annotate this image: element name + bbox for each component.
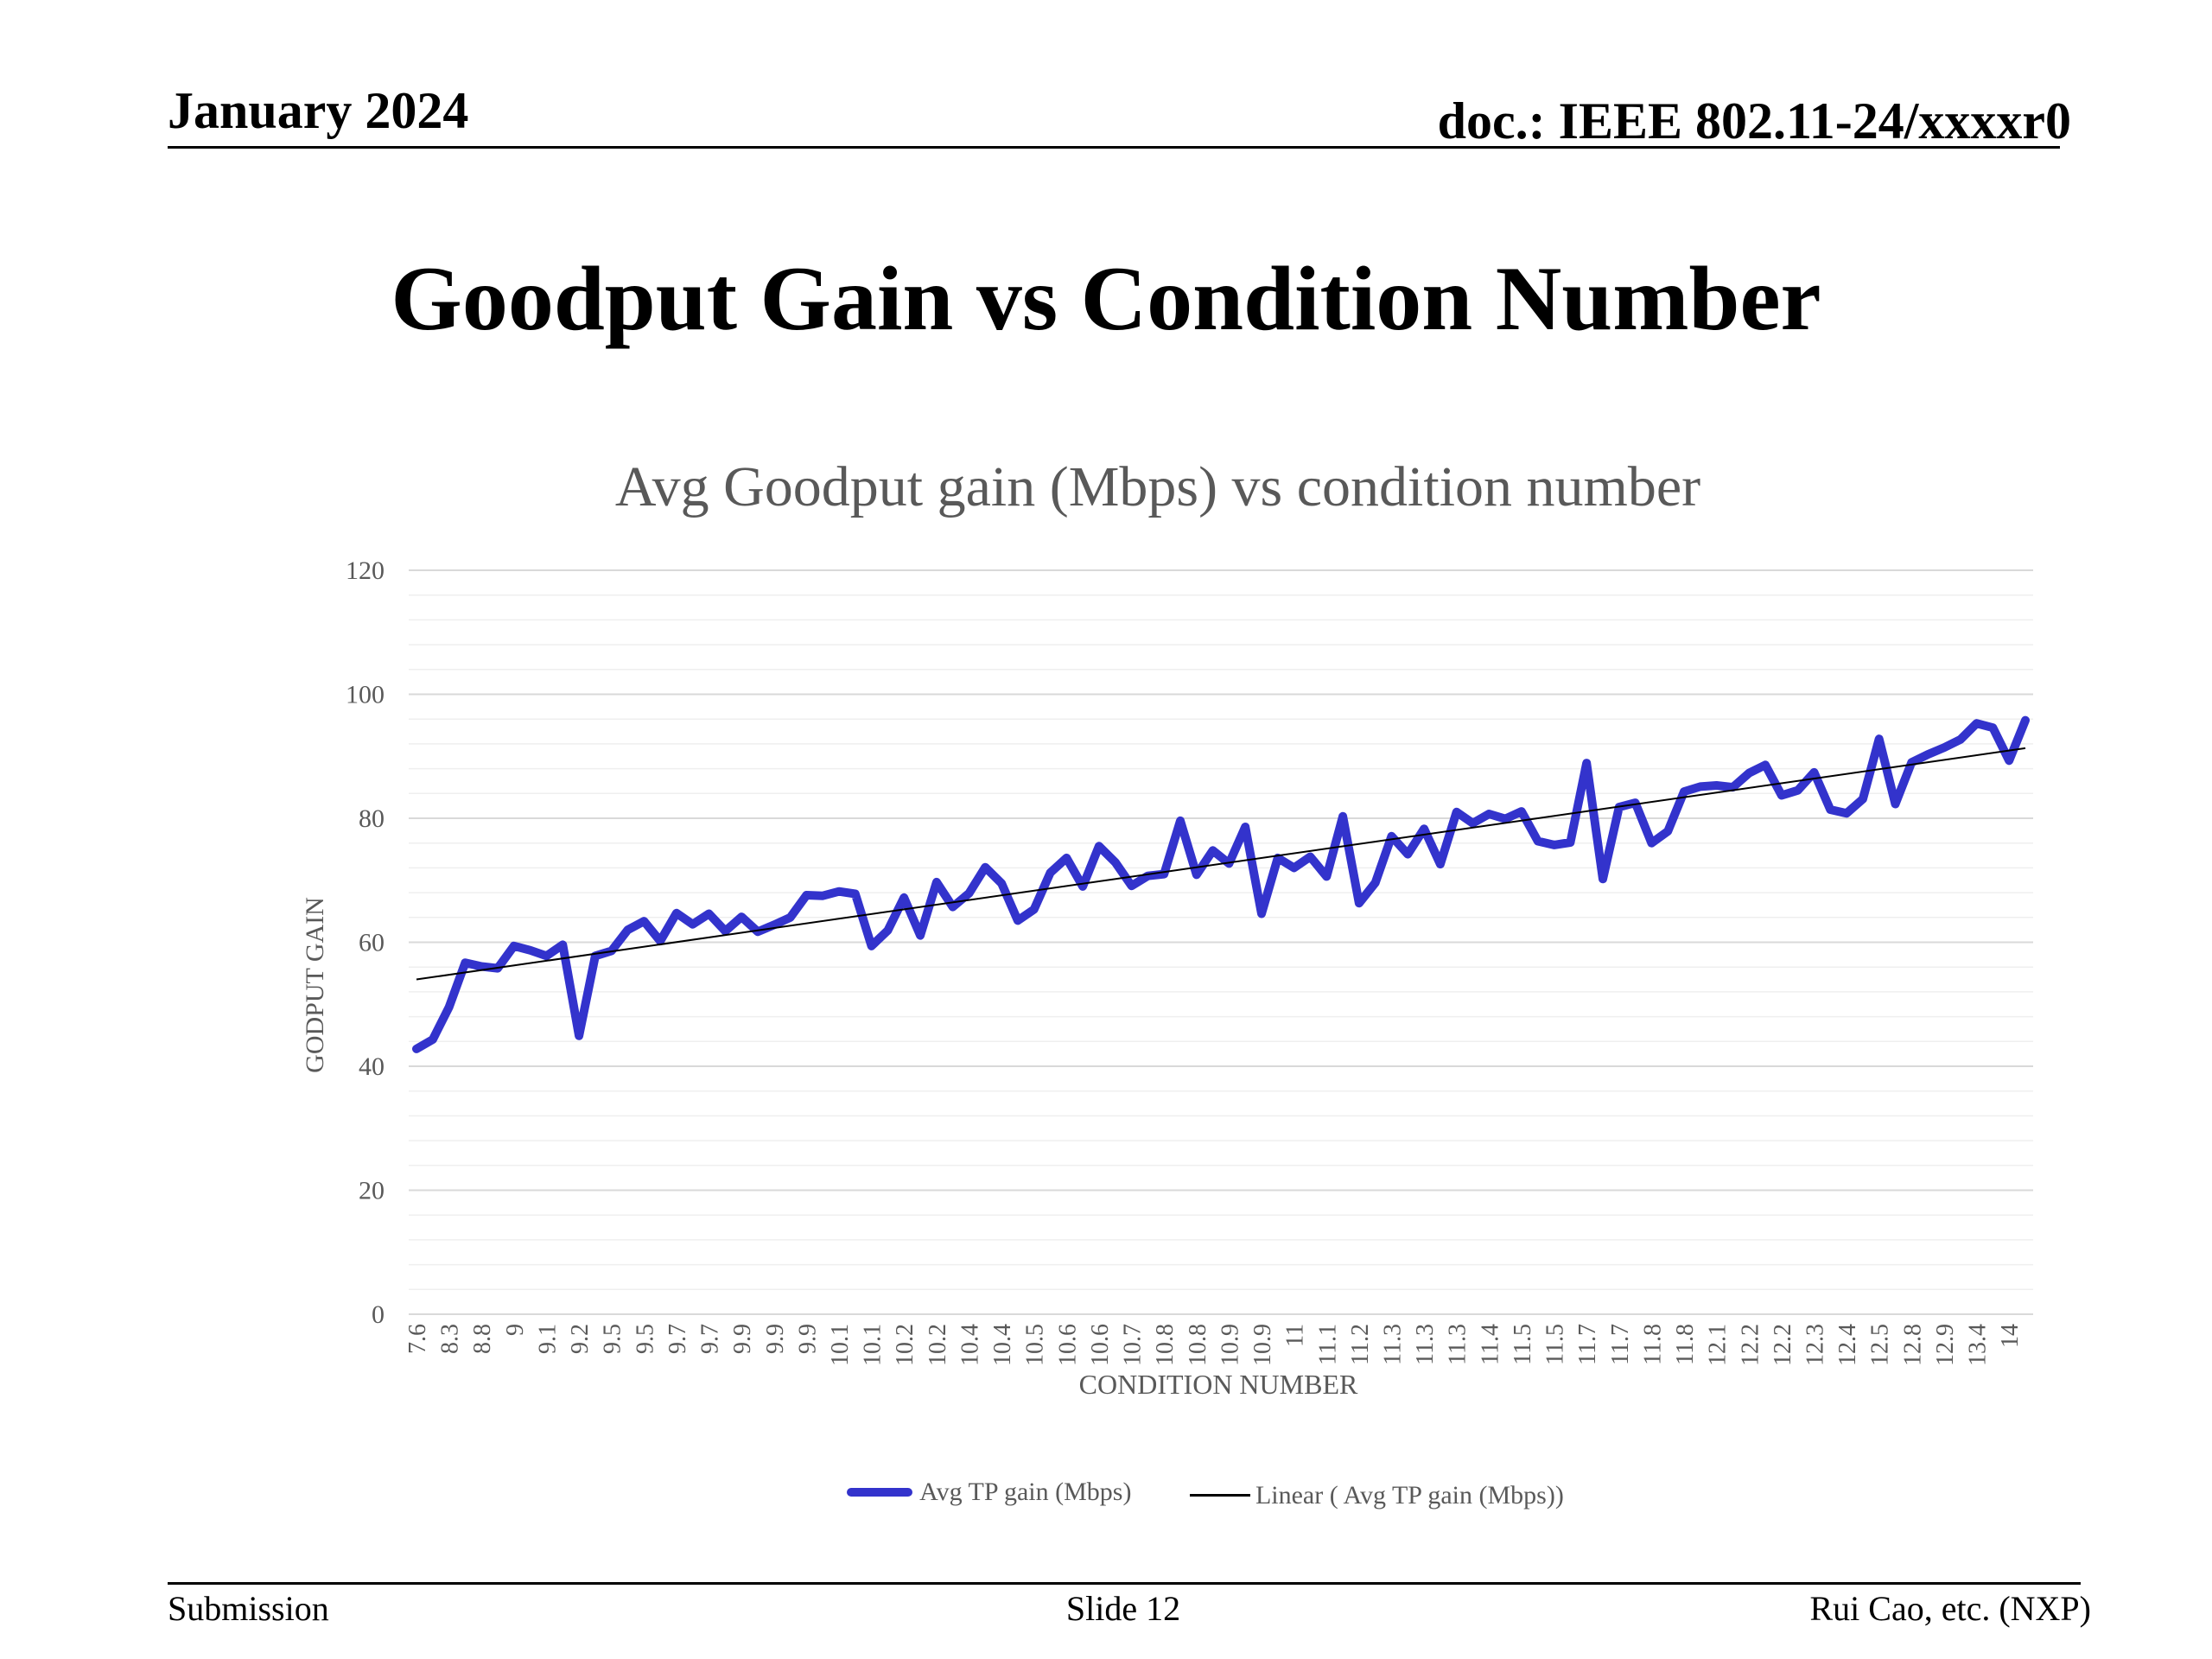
x-tick-label: 10.4 <box>957 1324 984 1366</box>
header-doc-id: doc.: IEEE 802.11-24/xxxxr0 <box>1437 92 2071 149</box>
x-tick-label: 12.8 <box>1899 1324 1926 1366</box>
x-tick-label: 11.2 <box>1347 1324 1374 1365</box>
x-tick-label: 9.9 <box>794 1324 821 1354</box>
header-date: January 2024 <box>168 82 469 139</box>
x-tick-label: 10.8 <box>1185 1324 1211 1366</box>
x-tick-label: 12.2 <box>1737 1324 1764 1366</box>
x-tick-label: 10.2 <box>892 1324 918 1366</box>
series-line-avg-tp-gain <box>412 715 2030 1053</box>
x-tick-label: 9.7 <box>664 1324 691 1354</box>
x-tick-label: 10.9 <box>1249 1324 1276 1366</box>
legend-swatch-trendline <box>1189 1494 1250 1497</box>
legend-label-trendline: Linear ( Avg TP gain (Mbps)) <box>1255 1480 1564 1510</box>
x-tick-label: 13.4 <box>1965 1324 1992 1366</box>
footer-slide-number: Slide 12 <box>1065 1589 1181 1628</box>
x-tick-label: 10.7 <box>1120 1324 1147 1366</box>
series-layer <box>412 715 2030 1053</box>
y-tick-labels: 0 20 40 60 80 100 120 <box>346 556 385 1329</box>
major-gridlines <box>409 569 2033 1315</box>
x-tick-label: 9.2 <box>567 1324 594 1354</box>
legend-label-series: Avg TP gain (Mbps) <box>919 1478 1132 1506</box>
x-tick-label: 9 <box>502 1324 529 1336</box>
x-tick-labels: 7.6 8.3 8.8 9 9.1 9.2 9.5 9.5 9.7 9.7 9.9 9.9 9.9 10.… <box>404 1324 2024 1366</box>
x-tick-label: 9.9 <box>762 1324 789 1354</box>
x-tick-label: 10.6 <box>1087 1324 1114 1366</box>
x-tick-label: 11.7 <box>1607 1324 1634 1365</box>
x-tick-label: 11.7 <box>1574 1324 1601 1365</box>
x-tick-label: 9.5 <box>600 1324 626 1354</box>
y-tick-label: 100 <box>346 681 385 709</box>
x-tick-label: 11.3 <box>1412 1324 1439 1365</box>
x-tick-label: 11.5 <box>1542 1324 1569 1365</box>
x-tick-label: 11.8 <box>1639 1324 1666 1365</box>
x-tick-label: 12.3 <box>1802 1324 1829 1366</box>
x-tick-label: 11 <box>1282 1324 1309 1347</box>
x-tick-label: 11.1 <box>1314 1324 1341 1365</box>
x-tick-label: 9.9 <box>729 1324 756 1354</box>
x-tick-label: 10.6 <box>1054 1324 1081 1366</box>
x-tick-label: 9.1 <box>535 1324 562 1354</box>
y-axis-label-wrap: GODPUT GAIN <box>246 897 385 1073</box>
footer-author: Rui Cao, etc. (NXP) <box>1809 1589 2091 1628</box>
y-tick-label: 60 <box>359 929 385 957</box>
y-tick-label: 80 <box>359 804 385 833</box>
legend-item-trendline: Linear ( Avg TP gain (Mbps)) <box>1189 1480 1564 1510</box>
x-tick-label: 12.1 <box>1705 1324 1732 1366</box>
x-tick-label: 11.4 <box>1477 1324 1503 1365</box>
legend-item-series: Avg TP gain (Mbps) <box>847 1478 1131 1507</box>
x-tick-label: 10.1 <box>827 1324 854 1366</box>
legend-swatch-series <box>847 1488 913 1497</box>
x-tick-label: 7.6 <box>404 1324 431 1354</box>
x-tick-label: 10.2 <box>925 1324 951 1366</box>
x-tick-label: 11.8 <box>1672 1324 1699 1365</box>
y-tick-label: 40 <box>359 1052 385 1081</box>
x-tick-label: 8.8 <box>469 1324 496 1354</box>
x-tick-label: 11.5 <box>1510 1324 1536 1365</box>
x-tick-label: 12.9 <box>1932 1324 1959 1366</box>
y-tick-label: 0 <box>372 1300 385 1329</box>
trendline-linear <box>416 747 2026 981</box>
x-tick-label: 10.1 <box>860 1324 887 1366</box>
slide-title: Goodput Gain vs Condition Number <box>391 248 1821 349</box>
y-tick-label: 120 <box>346 556 385 585</box>
footer-rule <box>168 1582 2081 1585</box>
y-axis-label: GODPUT GAIN <box>301 897 329 1073</box>
x-tick-label: 10.5 <box>1022 1324 1049 1366</box>
x-tick-label: 11.3 <box>1445 1324 1471 1365</box>
x-tick-label: 9.7 <box>697 1324 724 1354</box>
x-tick-label: 10.9 <box>1217 1324 1243 1366</box>
x-tick-label: 8.3 <box>437 1324 464 1354</box>
x-tick-label: 12.2 <box>1770 1324 1796 1366</box>
x-tick-label: 10.8 <box>1152 1324 1179 1366</box>
x-tick-label: 12.5 <box>1867 1324 1894 1366</box>
x-tick-label: 14 <box>1997 1324 2024 1348</box>
x-tick-label: 12.4 <box>1834 1324 1861 1366</box>
y-tick-label: 20 <box>359 1177 385 1205</box>
x-tick-label: 11.3 <box>1380 1324 1407 1365</box>
footer-submission: Submission <box>168 1589 329 1628</box>
x-axis-label: CONDITION NUMBER <box>1078 1369 1358 1400</box>
chart-title: Avg Goodput gain (Mbps) vs condition num… <box>614 455 1701 518</box>
x-tick-label: 10.4 <box>989 1324 1016 1366</box>
header-rule <box>168 146 2060 149</box>
legend: Avg TP gain (Mbps) Linear ( Avg TP gain … <box>0 1474 2212 1510</box>
x-tick-label: 9.5 <box>632 1324 658 1354</box>
